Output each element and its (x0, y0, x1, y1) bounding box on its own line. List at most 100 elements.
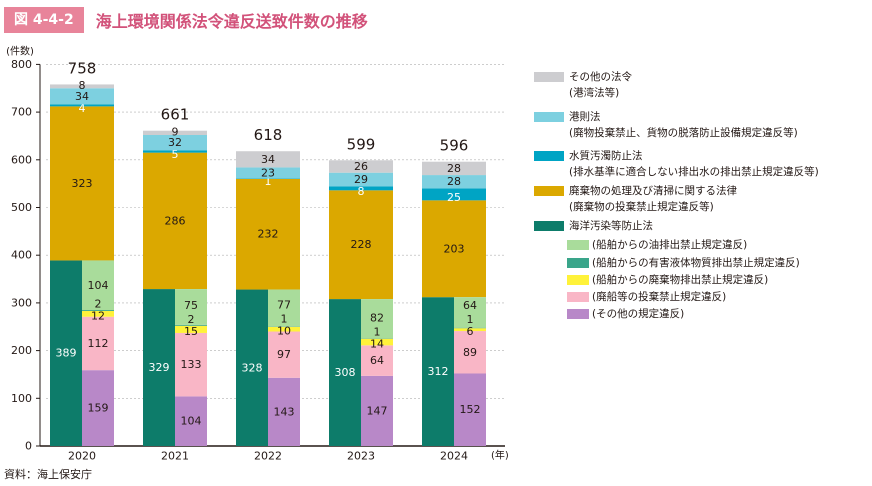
bar-data-label: 28 (447, 162, 461, 175)
x-tick-label: 2022 (254, 450, 282, 463)
bar-total-label: 599 (347, 135, 376, 153)
bar-data-label: 28 (447, 175, 461, 188)
bar-data-label: 329 (149, 361, 170, 374)
detail-data-label: 6 (467, 325, 474, 338)
detail-segment (454, 327, 486, 329)
detail-data-label: 97 (277, 348, 291, 361)
detail-data-label: 143 (274, 405, 295, 418)
bar-segment (50, 104, 114, 107)
bar-segment (329, 186, 393, 191)
bar-segment (236, 289, 268, 446)
x-tick-label: 2023 (347, 450, 375, 463)
bar-segment (50, 88, 114, 105)
legend-sublabel: (港湾法等) (569, 86, 619, 99)
detail-data-label: 1 (374, 326, 381, 339)
bar-segment (50, 84, 114, 89)
bar-segment (422, 188, 486, 201)
detail-data-label: 15 (184, 325, 198, 338)
bar-data-label: 26 (354, 160, 368, 173)
bar-segment (143, 289, 175, 446)
y-axis-unit: (件数) (6, 45, 34, 58)
detail-segment (454, 373, 486, 446)
legend-swatch (534, 112, 564, 122)
legend-sublabel: (廃物投棄禁止、貨物の脱落防止設備規定違反等) (569, 126, 798, 139)
detail-data-label: 147 (367, 404, 388, 417)
bar-data-label: 5 (172, 148, 179, 161)
legend-swatch (567, 309, 589, 319)
y-tick-label: 200 (11, 344, 32, 357)
legend-sublabel: (排水基準に適合しない排出水の排出禁止規定違反等) (569, 165, 819, 178)
figure-header: 図 4-4-2 海上環境関係法令違反送致件数の推移 (4, 5, 368, 35)
detail-data-label: 77 (277, 299, 291, 312)
legend-swatch (534, 186, 564, 196)
detail-segment (454, 297, 486, 328)
x-tick-label: 2021 (161, 450, 189, 463)
legend-label: 廃棄物の処理及び清掃に関する法律 (569, 184, 737, 197)
detail-segment (361, 345, 393, 376)
y-tick-label: 0 (25, 440, 32, 453)
y-tick-label: 500 (11, 201, 32, 214)
legend-label: 水質汚濁防止法 (569, 149, 643, 162)
bar-segment (50, 106, 114, 261)
detail-segment (268, 331, 300, 378)
detail-segment (454, 328, 486, 332)
bar-data-label: 203 (444, 242, 465, 255)
legend-label: (廃船等の投棄禁止規定違反) (592, 290, 726, 303)
detail-data-label: 104 (181, 415, 202, 428)
detail-data-label: 112 (88, 337, 109, 350)
detail-segment (361, 299, 393, 339)
detail-data-label: 75 (184, 299, 198, 312)
detail-data-label: 152 (460, 403, 481, 416)
detail-segment (268, 289, 300, 327)
legend-label: (その他の規定違反) (592, 307, 684, 320)
detail-data-label: 2 (95, 297, 102, 310)
bar-segment (143, 152, 207, 290)
detail-segment (175, 332, 207, 397)
detail-data-label: 159 (88, 402, 109, 415)
bar-data-label: 9 (172, 125, 179, 138)
y-tick-label: 700 (11, 106, 32, 119)
detail-data-label: 14 (370, 338, 384, 351)
detail-data-label: 2 (188, 313, 195, 326)
bar-data-label: 328 (242, 361, 263, 374)
bar-segment (236, 178, 300, 290)
detail-data-label: 82 (370, 312, 384, 325)
bar-data-label: 323 (72, 177, 93, 190)
bar-segment (422, 297, 454, 446)
detail-segment (175, 289, 207, 325)
bar-data-label: 286 (165, 214, 186, 227)
bar-segment (329, 190, 393, 300)
bar-data-label: 312 (428, 365, 449, 378)
bar-segment (236, 178, 300, 179)
bar-data-label: 34 (261, 153, 275, 166)
detail-segment (268, 377, 300, 446)
legend-swatch (534, 72, 564, 82)
bar-data-label: 389 (56, 347, 77, 360)
legend-sublabel: (廃棄物の投棄禁止規定違反等) (569, 200, 714, 213)
detail-data-label: 10 (277, 325, 291, 338)
detail-segment (268, 326, 300, 327)
detail-data-label: 89 (463, 346, 477, 359)
bar-data-label: 32 (168, 136, 182, 149)
bar-data-label: 8 (79, 79, 86, 92)
bar-segment (143, 150, 207, 153)
y-tick-label: 600 (11, 153, 32, 166)
bar-segment (329, 172, 393, 187)
bar-total-label: 596 (440, 137, 469, 155)
detail-data-label: 12 (91, 309, 105, 322)
legend-label: 海洋汚染等防止法 (569, 219, 653, 232)
detail-segment (82, 370, 114, 446)
legend-label: 港則法 (569, 110, 601, 123)
bar-data-label: 228 (351, 238, 372, 251)
bar-segment (236, 167, 300, 179)
bar-segment (422, 161, 486, 176)
bar-data-label: 232 (258, 228, 279, 241)
detail-segment (268, 326, 300, 332)
bar-segment (143, 130, 207, 135)
x-tick-label: 2024 (440, 450, 468, 463)
bar-segment (422, 175, 486, 189)
bar-segment (236, 151, 300, 168)
legend-swatch (567, 240, 589, 250)
legend-swatch (534, 151, 564, 161)
